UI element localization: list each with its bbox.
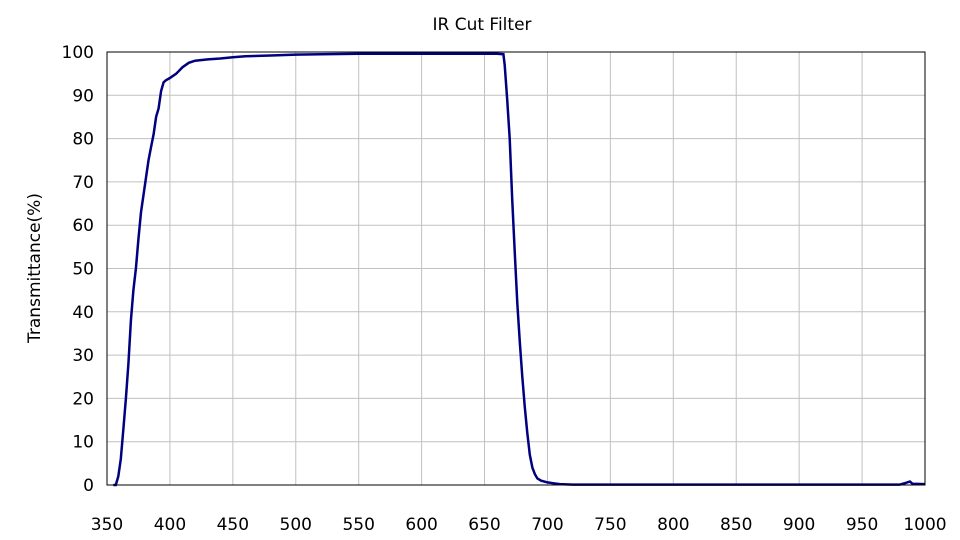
x-tick-label: 400	[154, 515, 186, 535]
y-tick-label: 60	[72, 216, 94, 236]
y-tick-label: 20	[72, 389, 94, 409]
x-tick-label: 350	[91, 515, 123, 535]
x-tick-label: 550	[342, 515, 374, 535]
y-tick-label: 100	[62, 43, 94, 63]
y-axis-label: Transmittance(%)	[25, 193, 45, 344]
x-tick-label: 700	[531, 515, 563, 535]
y-tick-label: 30	[72, 346, 94, 366]
y-tick-label: 80	[72, 130, 94, 150]
x-tick-label: 900	[783, 515, 815, 535]
x-tick-label: 850	[720, 515, 752, 535]
grid-lines	[107, 52, 925, 485]
x-tick-label: 650	[468, 515, 500, 535]
x-tick-label: 450	[217, 515, 249, 535]
x-tick-label: 950	[846, 515, 878, 535]
y-tick-label: 90	[72, 86, 94, 106]
y-tick-label: 10	[72, 433, 94, 453]
y-tick-label: 0	[83, 476, 94, 496]
x-tick-label: 800	[657, 515, 689, 535]
chart-title: IR Cut Filter	[432, 15, 531, 35]
y-tick-label: 50	[72, 260, 94, 280]
x-tick-label: 500	[280, 515, 312, 535]
x-tick-label: 600	[405, 515, 437, 535]
plot-border	[106, 51, 926, 486]
y-tick-label: 40	[72, 303, 94, 323]
x-tick-label: 1000	[903, 515, 946, 535]
transmittance-line	[113, 52, 926, 487]
tick-labels: 350 400 450 500 550 600 650 700 750 800 850 900 950 1…	[62, 43, 947, 535]
x-tick-label: 750	[594, 515, 626, 535]
y-tick-label: 70	[72, 173, 94, 193]
